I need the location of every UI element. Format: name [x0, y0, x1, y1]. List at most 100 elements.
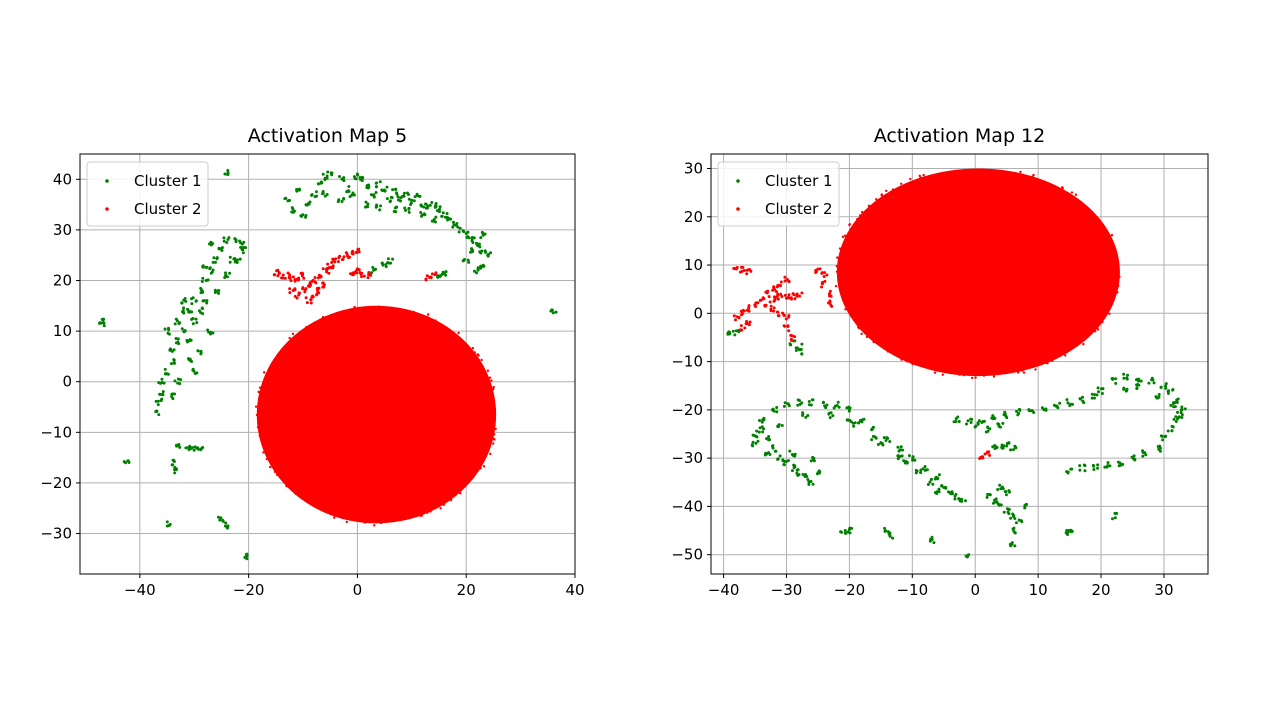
- scatter-point: [1105, 465, 1109, 469]
- scatter-point: [860, 210, 864, 214]
- scatter-point: [381, 263, 385, 267]
- scatter-point: [740, 328, 744, 332]
- scatter-point: [440, 214, 444, 218]
- scatter-point: [407, 207, 411, 211]
- scatter-point: [1021, 369, 1024, 372]
- scatter-point: [776, 424, 780, 428]
- scatter-point: [1160, 434, 1164, 438]
- scatter-point: [1141, 454, 1145, 458]
- scatter-point: [1003, 412, 1007, 416]
- scatter-point: [372, 193, 376, 197]
- scatter-point: [194, 299, 198, 303]
- scatter-point: [167, 524, 171, 528]
- scatter-point: [210, 270, 214, 274]
- scatter-point: [295, 335, 298, 338]
- scatter-point: [810, 398, 814, 402]
- y-tick-label: −50: [671, 546, 703, 564]
- scatter-point: [357, 247, 361, 251]
- scatter-point: [168, 348, 172, 352]
- scatter-point: [173, 392, 177, 396]
- scatter-point: [211, 260, 215, 264]
- axes-frame: [710, 153, 1209, 575]
- scatter-point: [403, 206, 407, 210]
- scatter-point: [182, 306, 186, 310]
- scatter-point: [807, 483, 811, 487]
- scatter-point: [1116, 291, 1119, 294]
- scatter-point: [755, 435, 759, 439]
- scatter-point: [1082, 342, 1085, 346]
- scatter-point: [171, 397, 175, 401]
- scatter-point: [872, 340, 875, 344]
- scatter-point: [223, 524, 227, 528]
- scatter-point: [820, 285, 824, 289]
- scatter-point: [366, 202, 370, 206]
- scatter-point: [311, 295, 315, 299]
- scatter-point: [885, 436, 889, 440]
- scatter-point: [986, 493, 990, 497]
- scatter-point: [195, 321, 199, 325]
- scatter-point: [293, 279, 297, 283]
- scatter-point: [1058, 401, 1062, 405]
- scatter-point: [829, 303, 833, 307]
- y-tick-label: −20: [40, 474, 72, 492]
- scatter-point: [161, 390, 165, 394]
- scatter-point: [341, 257, 345, 261]
- scatter-point: [771, 444, 775, 448]
- scatter-point: [991, 501, 995, 505]
- scatter-point: [394, 188, 398, 192]
- scatter-point: [823, 271, 827, 275]
- scatter-point: [967, 373, 970, 376]
- scatter-point: [732, 266, 736, 270]
- scatter-point: [823, 404, 827, 408]
- scatter-point: [858, 218, 861, 221]
- scatter-point: [554, 310, 558, 314]
- scatter-point: [471, 241, 475, 245]
- scatter-point: [818, 267, 822, 271]
- x-tick-label: 0: [970, 581, 980, 599]
- scatter-point: [849, 311, 852, 315]
- scatter-point: [835, 264, 839, 268]
- scatter-point: [1007, 512, 1011, 516]
- scatter-point: [173, 471, 177, 475]
- scatter-point: [481, 231, 485, 235]
- scatter-point: [273, 470, 277, 473]
- scatter-point: [444, 270, 448, 274]
- scatter-point: [1175, 400, 1179, 404]
- scatter-point: [375, 185, 379, 189]
- scatter-point: [812, 456, 816, 460]
- scatter-point: [1027, 409, 1031, 413]
- scatter-point: [327, 315, 330, 318]
- scatter-point: [337, 256, 341, 260]
- scatter-point: [971, 376, 974, 380]
- scatter-point: [184, 299, 188, 303]
- scatter-point: [807, 403, 811, 407]
- scatter-point: [369, 273, 373, 277]
- scatter-point: [402, 194, 406, 198]
- scatter-point: [451, 220, 455, 224]
- scatter-point: [419, 514, 422, 517]
- scatter-point: [201, 445, 205, 449]
- x-tick-label: 30: [1154, 581, 1173, 599]
- scatter-point: [258, 386, 262, 389]
- scatter-point: [1069, 530, 1073, 534]
- scatter-point: [199, 288, 203, 292]
- scatter-point: [820, 280, 824, 284]
- scatter-point: [162, 381, 166, 385]
- scatter-point: [207, 330, 211, 334]
- scatter-point: [457, 331, 460, 335]
- scatter-point: [880, 194, 883, 197]
- scatter-point: [551, 311, 555, 315]
- scatter-point: [399, 199, 403, 203]
- scatter-point: [981, 456, 985, 460]
- scatter-point: [233, 258, 237, 262]
- scatter-point: [201, 276, 205, 280]
- scatter-point: [761, 296, 765, 300]
- scatter-point: [1135, 383, 1139, 387]
- scatter-point: [997, 503, 1001, 507]
- scatter-point: [768, 300, 772, 304]
- scatter-point: [891, 188, 895, 191]
- scatter-point: [1019, 170, 1022, 174]
- scatter-point: [306, 202, 310, 206]
- scatter-point: [907, 454, 911, 458]
